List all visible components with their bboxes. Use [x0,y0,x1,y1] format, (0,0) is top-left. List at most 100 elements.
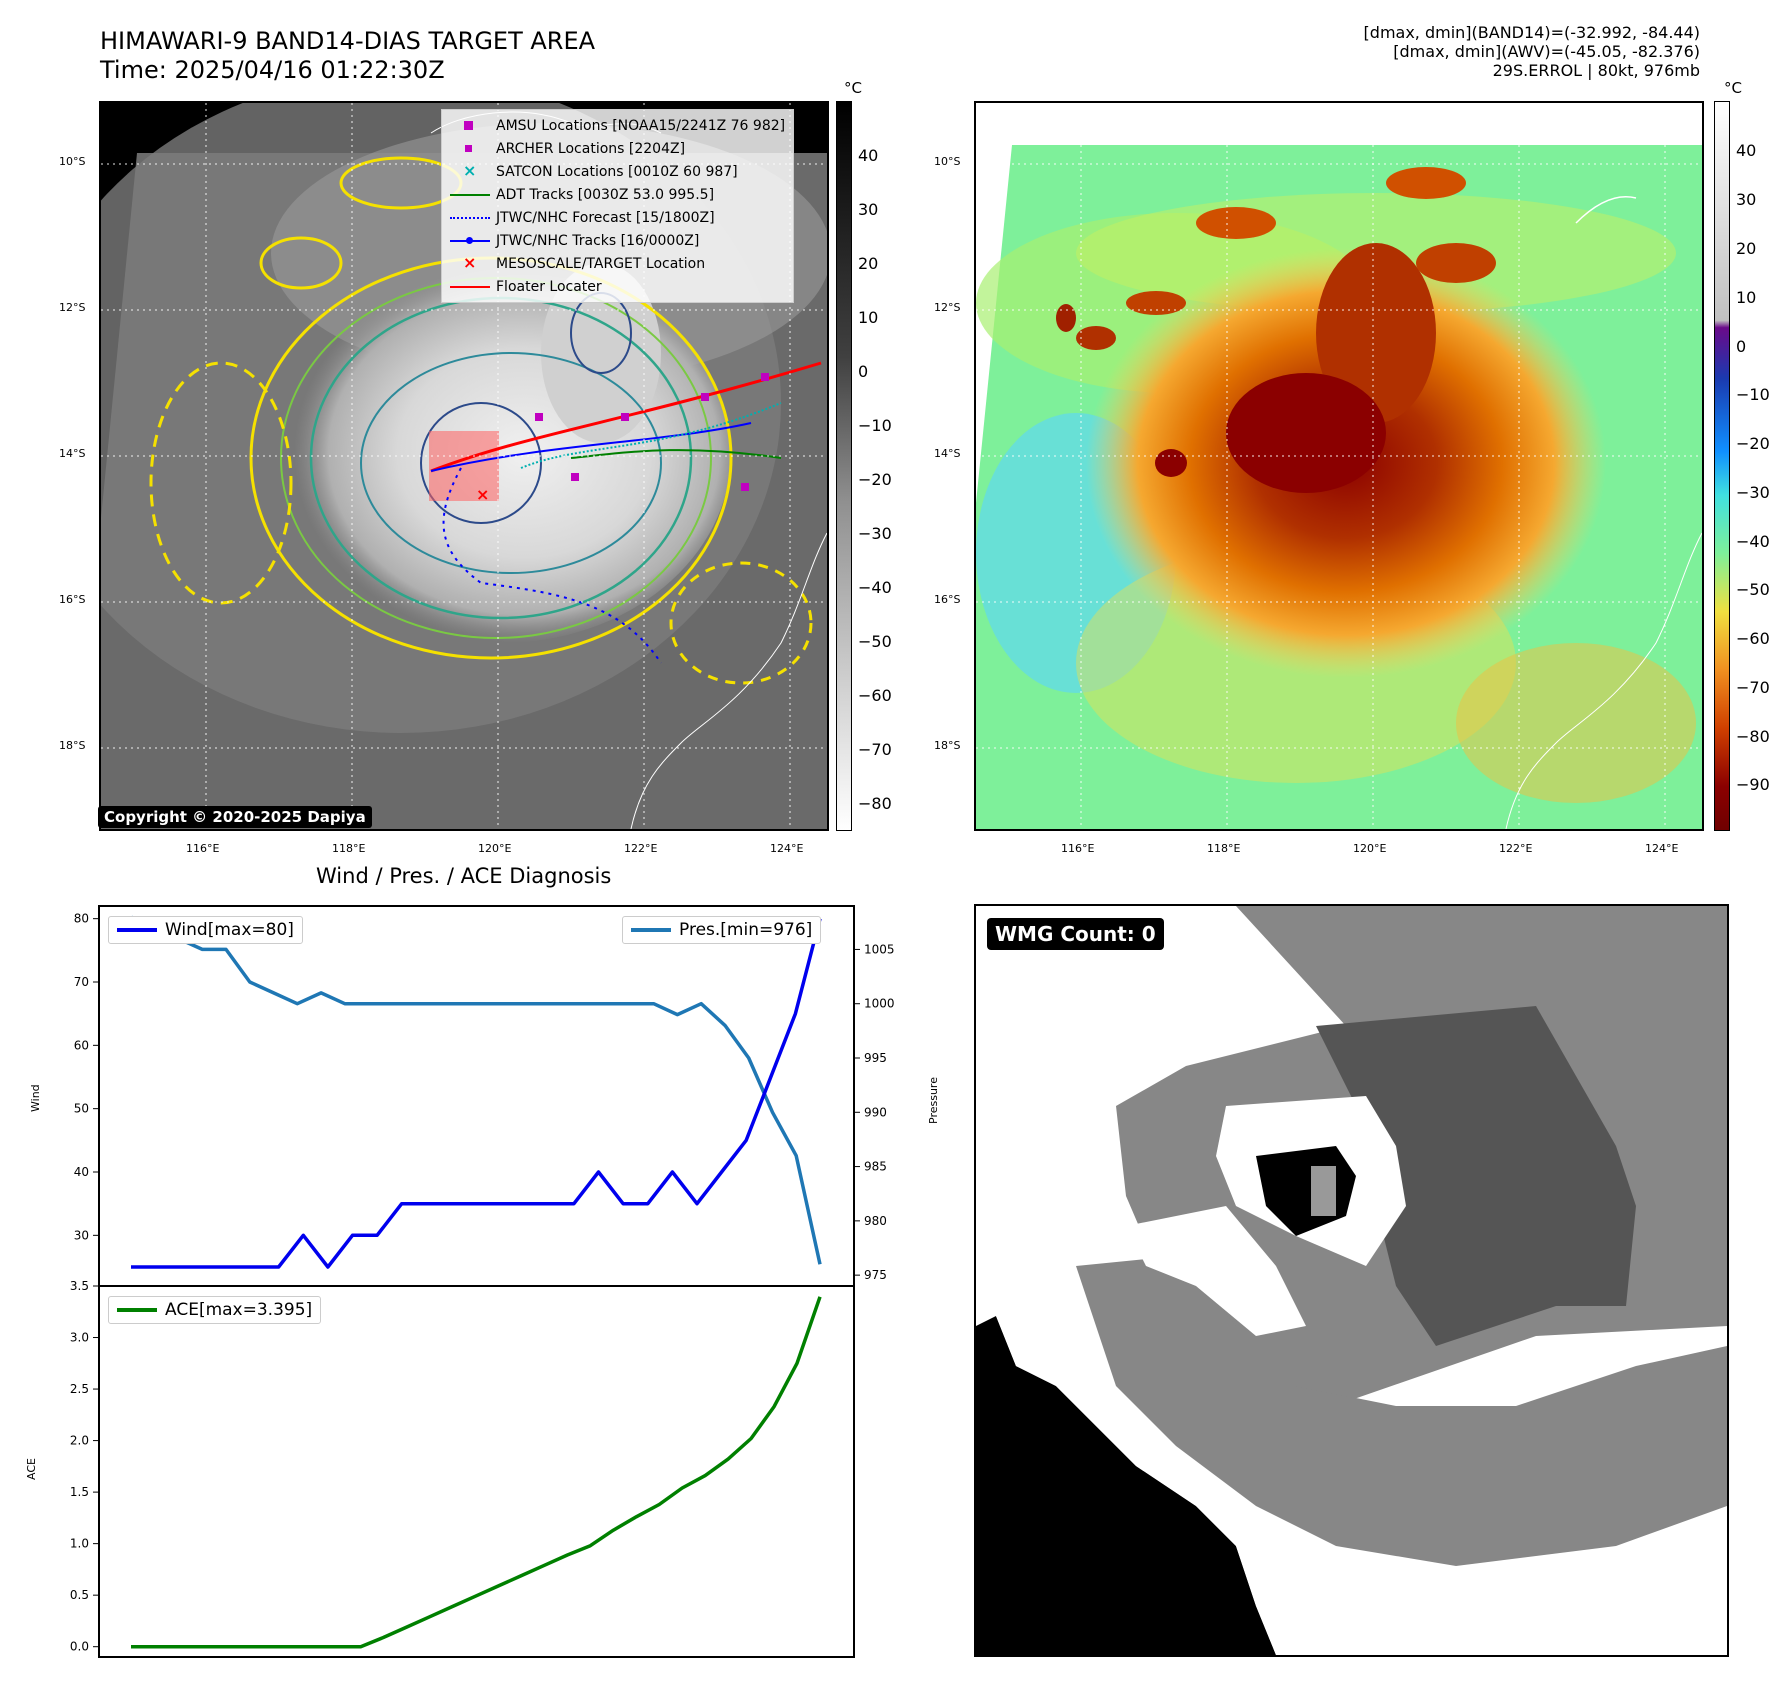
en-cb-m10: −10 [1736,385,1770,404]
enhanced-colorbar [1714,101,1730,831]
en-cb-m70: −70 [1736,678,1770,697]
r-lat-label-16s: 16°S [934,593,961,606]
ir-cb-m50: −50 [858,632,892,651]
en-cb-10: 10 [1736,288,1757,307]
ir-cb-m30: −30 [858,524,892,543]
ir-map-panel: × AMSU Locations [NOAA15/2241Z 76 982] A… [99,101,829,831]
en-cb-20: 20 [1736,239,1757,258]
lat-label-18s: 18°S [59,739,86,752]
wmg-panel [974,904,1729,1657]
legend-amsu: AMSU Locations [NOAA15/2241Z 76 982] [450,114,785,137]
r-lat-label-14s: 14°S [934,447,961,460]
pressure-legend: Pres.[min=976] [622,916,822,944]
ace-subplot: 0.0 0.5 1.0 1.5 2.0 2.5 3.0 3.5 [70,1279,855,1658]
wind-line [131,918,822,1269]
enhanced-map-image [976,103,1702,829]
ir-colorbar-unit: °C [844,79,862,97]
copyright-badge: Copyright © 2020-2025 Dapiya [98,806,372,828]
wind-legend-line [117,928,157,932]
wind-axis-tick-label-2: 50 [74,1102,89,1116]
wind-axis-tick-label-3: 60 [74,1038,89,1052]
en-cb-m20: −20 [1736,434,1770,453]
ace-axis-tick-label-1: 0.5 [70,1588,89,1602]
legend-adt: ADT Tracks [0030Z 53.0 995.5] [450,183,785,206]
lat-label-10s: 10°S [59,155,86,168]
ir-cb-10: 10 [858,308,879,327]
ir-cb-20: 20 [858,254,879,273]
ace-legend-line [117,1308,157,1312]
legend-target: × MESOSCALE/TARGET Location [463,252,706,272]
ace-axis-tick-label-2: 1.0 [70,1537,89,1551]
pressure-axis-tick-label-5: 1000 [864,997,895,1011]
r-lat-label-10s: 10°S [934,155,961,168]
lon-label-116e: 116°E [186,842,220,855]
legend-jtwc-tracks: JTWC/NHC Tracks [16/0000Z] [450,229,785,252]
ace-axis-tick-label-5: 2.5 [70,1382,89,1396]
lat-label-12s: 12°S [59,301,86,314]
lon-label-120e: 120°E [478,842,512,855]
en-cb-m30: −30 [1736,483,1770,502]
ace-axis-tick-label-7: 3.5 [70,1279,89,1293]
r-lon-label-120e: 120°E [1353,842,1387,855]
pressure-axis-tick-label-6: 1005 [864,942,895,956]
ir-cb-m40: −40 [858,578,892,597]
wind-axis-tick-label-5: 80 [74,912,89,926]
ir-colorbar [836,101,852,831]
r-lon-label-124e: 124°E [1645,842,1679,855]
lat-label-14s: 14°S [59,447,86,460]
ir-cb-m80: −80 [858,794,892,813]
wind-pressure-subplot: 30 40 50 60 70 80 975 980 985 990 995 1000 1005 [74,905,895,1287]
pressure-axis-tick-label-4: 995 [864,1051,887,1065]
wmg-image [976,906,1727,1655]
ir-cb-40: 40 [858,146,879,165]
en-cb-0: 0 [1736,337,1747,356]
ace-line [131,1296,822,1649]
r-lat-label-18s: 18°S [934,739,961,752]
r-lon-label-116e: 116°E [1061,842,1095,855]
ir-cb-m70: −70 [858,740,892,759]
en-cb-m90: −90 [1736,775,1770,794]
ir-cb-0: 0 [858,362,869,381]
diagnosis-title: Wind / Pres. / ACE Diagnosis [316,864,612,888]
wind-axis-tick-label-4: 70 [74,975,89,989]
ace-axis-tick-label-0: 0.0 [70,1640,89,1654]
ir-cb-m20: −20 [858,470,892,489]
pressure-axis-label: Pressure [927,1077,940,1124]
legend-archer: ARCHER Locations [2204Z] [450,137,785,160]
ir-cb-m60: −60 [858,686,892,705]
en-cb-m60: −60 [1736,629,1770,648]
legend-satcon: × SATCON Locations [0010Z 60 987] [463,160,738,180]
main-title: HIMAWARI-9 BAND14-DIAS TARGET AREA [100,27,596,55]
ace-axis-tick-label-4: 2.0 [70,1434,89,1448]
r-lon-label-118e: 118°E [1207,842,1241,855]
time-label: Time: 2025/04/16 01:22:30Z [100,56,445,84]
pressure-axis-tick-label-1: 980 [864,1214,887,1228]
pressure-legend-line [631,928,671,932]
ir-cb-m10: −10 [858,416,892,435]
lon-label-118e: 118°E [332,842,366,855]
map-legend: AMSU Locations [NOAA15/2241Z 76 982] ARC… [441,109,795,303]
en-cb-m40: −40 [1736,532,1770,551]
en-cb-m50: −50 [1736,580,1770,599]
wind-axis-tick-label-1: 40 [74,1165,89,1179]
ir-cb-30: 30 [858,200,879,219]
pressure-axis-tick-label-3: 990 [864,1105,887,1119]
r-lat-label-12s: 12°S [934,301,961,314]
r-lon-label-122e: 122°E [1499,842,1533,855]
info-storm: 29S.ERROL | 80kt, 976mb [1492,61,1700,80]
wmg-count-badge: WMG Count: 0 [987,918,1164,950]
ace-axis-tick-label-6: 3.0 [70,1331,89,1345]
info-band14: [dmax, dmin](BAND14)=(-32.992, -84.44) [1363,23,1700,42]
en-cb-30: 30 [1736,190,1757,209]
wind-plot-frame [98,905,855,1287]
pressure-axis-tick-label-0: 975 [864,1268,887,1282]
pressure-line [129,915,822,1265]
en-cb-m80: −80 [1736,727,1770,746]
lat-label-16s: 16°S [59,593,86,606]
pressure-axis-tick-label-2: 985 [864,1160,887,1174]
ace-axis-tick-label-3: 1.5 [70,1485,89,1499]
lon-label-124e: 124°E [770,842,804,855]
enhanced-map-panel [974,101,1704,831]
info-awv: [dmax, dmin](AWV)=(-45.05, -82.376) [1393,42,1700,61]
svg-text:×: × [476,485,489,504]
